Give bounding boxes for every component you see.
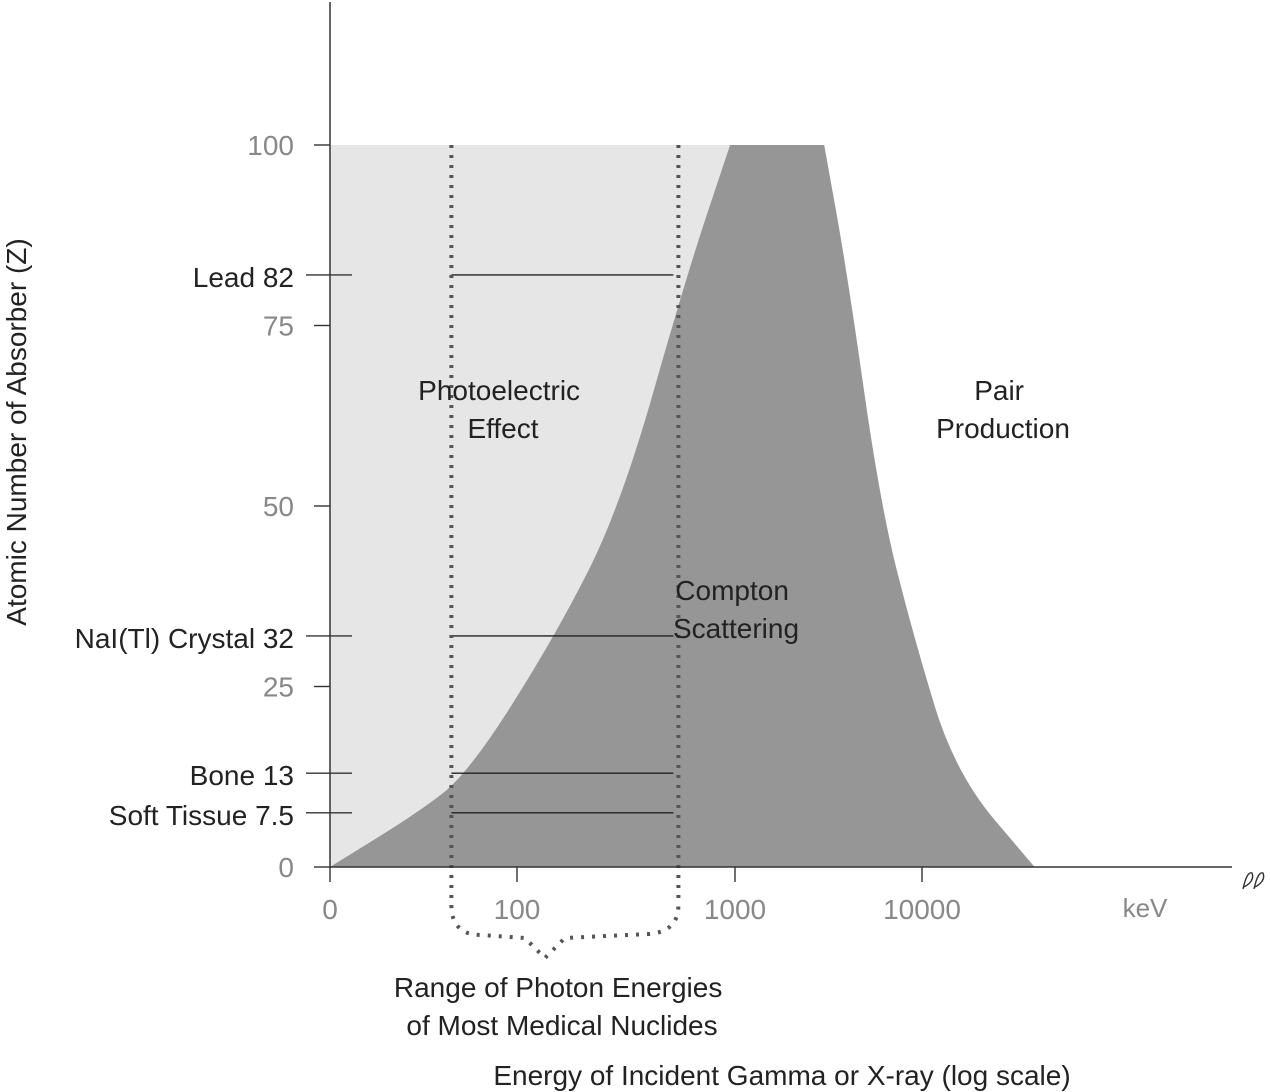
x-axis-title: Energy of Incident Gamma or X-ray (log s… [493, 1060, 1070, 1091]
compton-label-line1: Compton [675, 575, 789, 606]
y-axis-ticks: 0 25 50 75 100 [247, 130, 330, 883]
pair-production-label-line1: Pair [974, 375, 1024, 406]
photoelectric-label: Photoelectric Effect [418, 375, 588, 444]
x-axis-ticks: 0 100 1000 10000 [322, 867, 961, 925]
axis-break-mark [1242, 872, 1265, 890]
x-tick-label: 10000 [883, 894, 961, 925]
absorber-label: Lead 82 [193, 262, 294, 293]
y-tick-label: 75 [263, 311, 294, 342]
photoelectric-label-line2: Effect [467, 413, 538, 444]
x-tick-label: 0 [322, 894, 338, 925]
absorber-label: NaI(Tl) Crystal 32 [75, 623, 294, 654]
y-tick-label: 25 [263, 672, 294, 703]
compton-label: Compton Scattering [673, 575, 799, 644]
photoelectric-label-line1: Photoelectric [418, 375, 580, 406]
medical-range-label-line2: of Most Medical Nuclides [406, 1010, 717, 1041]
y-tick-label: 100 [247, 130, 294, 161]
x-tick-label: 100 [494, 894, 541, 925]
compton-label-line2: Scattering [673, 613, 799, 644]
x-tick-label: 1000 [704, 894, 766, 925]
medical-range-brace [449, 904, 681, 961]
pair-production-label: Pair Production [936, 375, 1070, 444]
medical-range-marks [449, 145, 681, 961]
y-tick-label: 0 [278, 852, 294, 883]
pair-production-label-line2: Production [936, 413, 1070, 444]
y-tick-label: 50 [263, 491, 294, 522]
absorber-labels: Lead 82 NaI(Tl) Crystal 32 Bone 13 Soft Tis… [75, 262, 352, 831]
absorber-label: Soft Tissue 7.5 [109, 800, 294, 831]
compton-region [330, 145, 1035, 867]
y-axis-title: Atomic Number of Absorber (Z) [1, 238, 32, 625]
absorber-range-lines [451, 274, 674, 814]
medical-range-label: Range of Photon Energies of Most Medical… [394, 972, 730, 1041]
medical-range-label-line1: Range of Photon Energies [394, 972, 722, 1003]
absorber-label: Bone 13 [190, 760, 294, 791]
x-unit-label: keV [1123, 893, 1168, 923]
